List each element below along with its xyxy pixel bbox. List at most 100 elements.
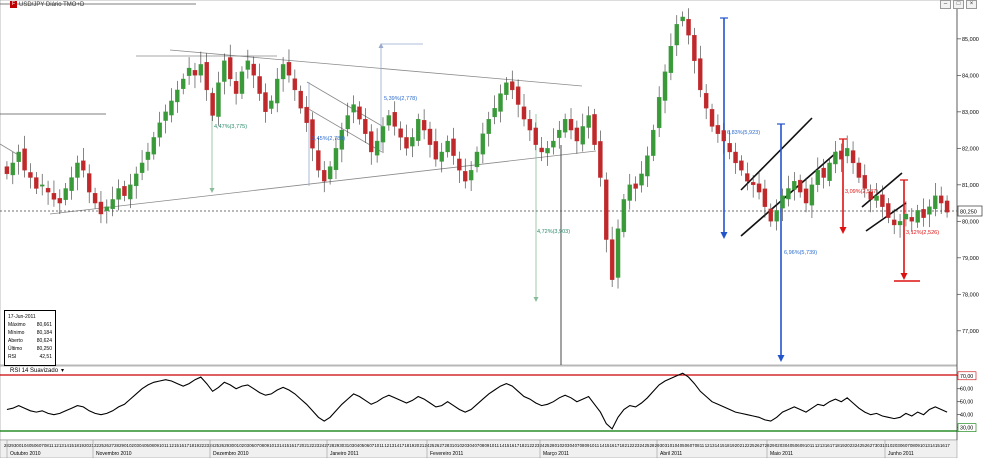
x-day-tick: 04 xyxy=(139,443,144,448)
maximize-button[interactable]: □ xyxy=(953,0,964,9)
candle xyxy=(762,179,768,218)
x-month-label: Abril 2011 xyxy=(660,451,682,457)
candle xyxy=(433,128,439,167)
candle xyxy=(116,179,121,211)
x-day-tick: 05 xyxy=(790,443,795,448)
x-day-tick: 17 xyxy=(184,443,189,448)
candle xyxy=(69,166,74,200)
close-button[interactable]: × xyxy=(966,0,977,9)
flag-channel-upper xyxy=(306,81,383,127)
candle xyxy=(609,226,615,288)
candle xyxy=(474,146,480,173)
x-day-tick: 07 xyxy=(905,443,910,448)
candle xyxy=(222,53,227,95)
svg-text:40,00: 40,00 xyxy=(960,413,973,419)
candle xyxy=(721,123,726,154)
candle xyxy=(251,56,256,89)
candle xyxy=(897,214,903,238)
candle xyxy=(345,102,350,137)
candle xyxy=(803,177,809,213)
rsi-tick-label: 30,00 xyxy=(957,423,977,432)
x-day-tick: 03 xyxy=(780,443,785,448)
candle xyxy=(574,120,580,154)
candle xyxy=(4,161,10,180)
candle xyxy=(521,93,527,127)
ohlc-row-last: Último 80,250 xyxy=(8,345,52,353)
rsi-panel-header[interactable]: RSI 14 Suavizado ▾ xyxy=(10,367,65,375)
x-day-tick: 05 xyxy=(144,443,149,448)
x-day-tick: 11 xyxy=(810,443,815,448)
x-day-tick: 25 xyxy=(860,443,865,448)
candle xyxy=(480,122,486,164)
candle xyxy=(668,33,674,81)
candle xyxy=(322,161,327,193)
candle xyxy=(451,127,456,165)
x-day-tick: 22 xyxy=(199,443,204,448)
candle xyxy=(680,11,685,27)
x-day-tick: 01 xyxy=(454,443,459,448)
x-day-tick: 02 xyxy=(459,443,464,448)
minimize-button[interactable]: – xyxy=(940,0,951,9)
annotation-label: 5,39%(2,778) xyxy=(384,96,417,102)
x-day-tick: 23 xyxy=(204,443,209,448)
x-day-tick: 04 xyxy=(469,443,474,448)
x-day-tick: 04 xyxy=(354,443,359,448)
x-day-tick: 11 xyxy=(164,443,169,448)
x-day-tick: 10 xyxy=(490,443,495,448)
x-day-tick: 10 xyxy=(269,443,274,448)
x-day-tick: 27 xyxy=(439,443,444,448)
candle xyxy=(692,27,697,74)
x-day-tick: 02 xyxy=(890,443,895,448)
x-day-tick: 19 xyxy=(194,443,199,448)
candle xyxy=(604,172,609,253)
x-day-tick: 10 xyxy=(920,443,925,448)
candle xyxy=(615,219,621,289)
x-day-tick: 18 xyxy=(520,443,525,448)
x-day-tick: 03 xyxy=(134,443,139,448)
candle xyxy=(92,187,98,209)
x-day-tick: 14 xyxy=(394,443,399,448)
candle xyxy=(703,84,709,120)
ohlc-row-open: Aberto 80,624 xyxy=(8,337,52,345)
x-day-tick: 17 xyxy=(515,443,520,448)
x-day-tick: 12 xyxy=(815,443,820,448)
x-day-tick: 03 xyxy=(464,443,469,448)
candle xyxy=(927,199,932,228)
candle xyxy=(216,71,221,126)
x-month-label: Junho 2011 xyxy=(888,451,914,457)
ohlc-row-rsi: RSI 42,51 xyxy=(8,353,52,361)
candle xyxy=(369,124,374,165)
candle xyxy=(839,143,844,173)
x-day-tick: 15 xyxy=(505,443,510,448)
ohlc-value: 80,624 xyxy=(36,338,52,344)
x-day-tick: 10 xyxy=(159,443,164,448)
x-month-label: Maio 2011 xyxy=(770,451,793,457)
x-day-tick: 16 xyxy=(289,443,294,448)
candle xyxy=(868,184,873,213)
instrument-icon[interactable]: F xyxy=(10,1,17,8)
small-channel-upper xyxy=(861,172,903,208)
candle xyxy=(139,150,145,181)
candle xyxy=(186,57,192,85)
candle xyxy=(909,208,915,233)
candle xyxy=(122,180,127,202)
price-tick-label: 78,000 xyxy=(962,292,979,298)
chevron-down-icon[interactable]: ▾ xyxy=(61,368,65,374)
candle xyxy=(627,173,632,210)
x-day-tick: 07 xyxy=(475,443,480,448)
candle xyxy=(486,111,491,147)
x-day-tick: 05 xyxy=(29,443,34,448)
annotation-label: 6,96%(5,739) xyxy=(784,250,817,256)
x-day-tick: 31 xyxy=(880,443,885,448)
candle xyxy=(233,72,239,105)
x-day-tick: 30 xyxy=(660,443,665,448)
x-day-tick: 16 xyxy=(610,443,615,448)
x-day-tick: 06 xyxy=(34,443,39,448)
candle xyxy=(81,147,86,178)
candle xyxy=(856,157,862,183)
x-day-tick: 08 xyxy=(44,443,49,448)
candle xyxy=(733,142,738,174)
candle xyxy=(780,188,785,221)
x-day-tick: 24 xyxy=(319,443,324,448)
x-day-tick: 10 xyxy=(805,443,810,448)
